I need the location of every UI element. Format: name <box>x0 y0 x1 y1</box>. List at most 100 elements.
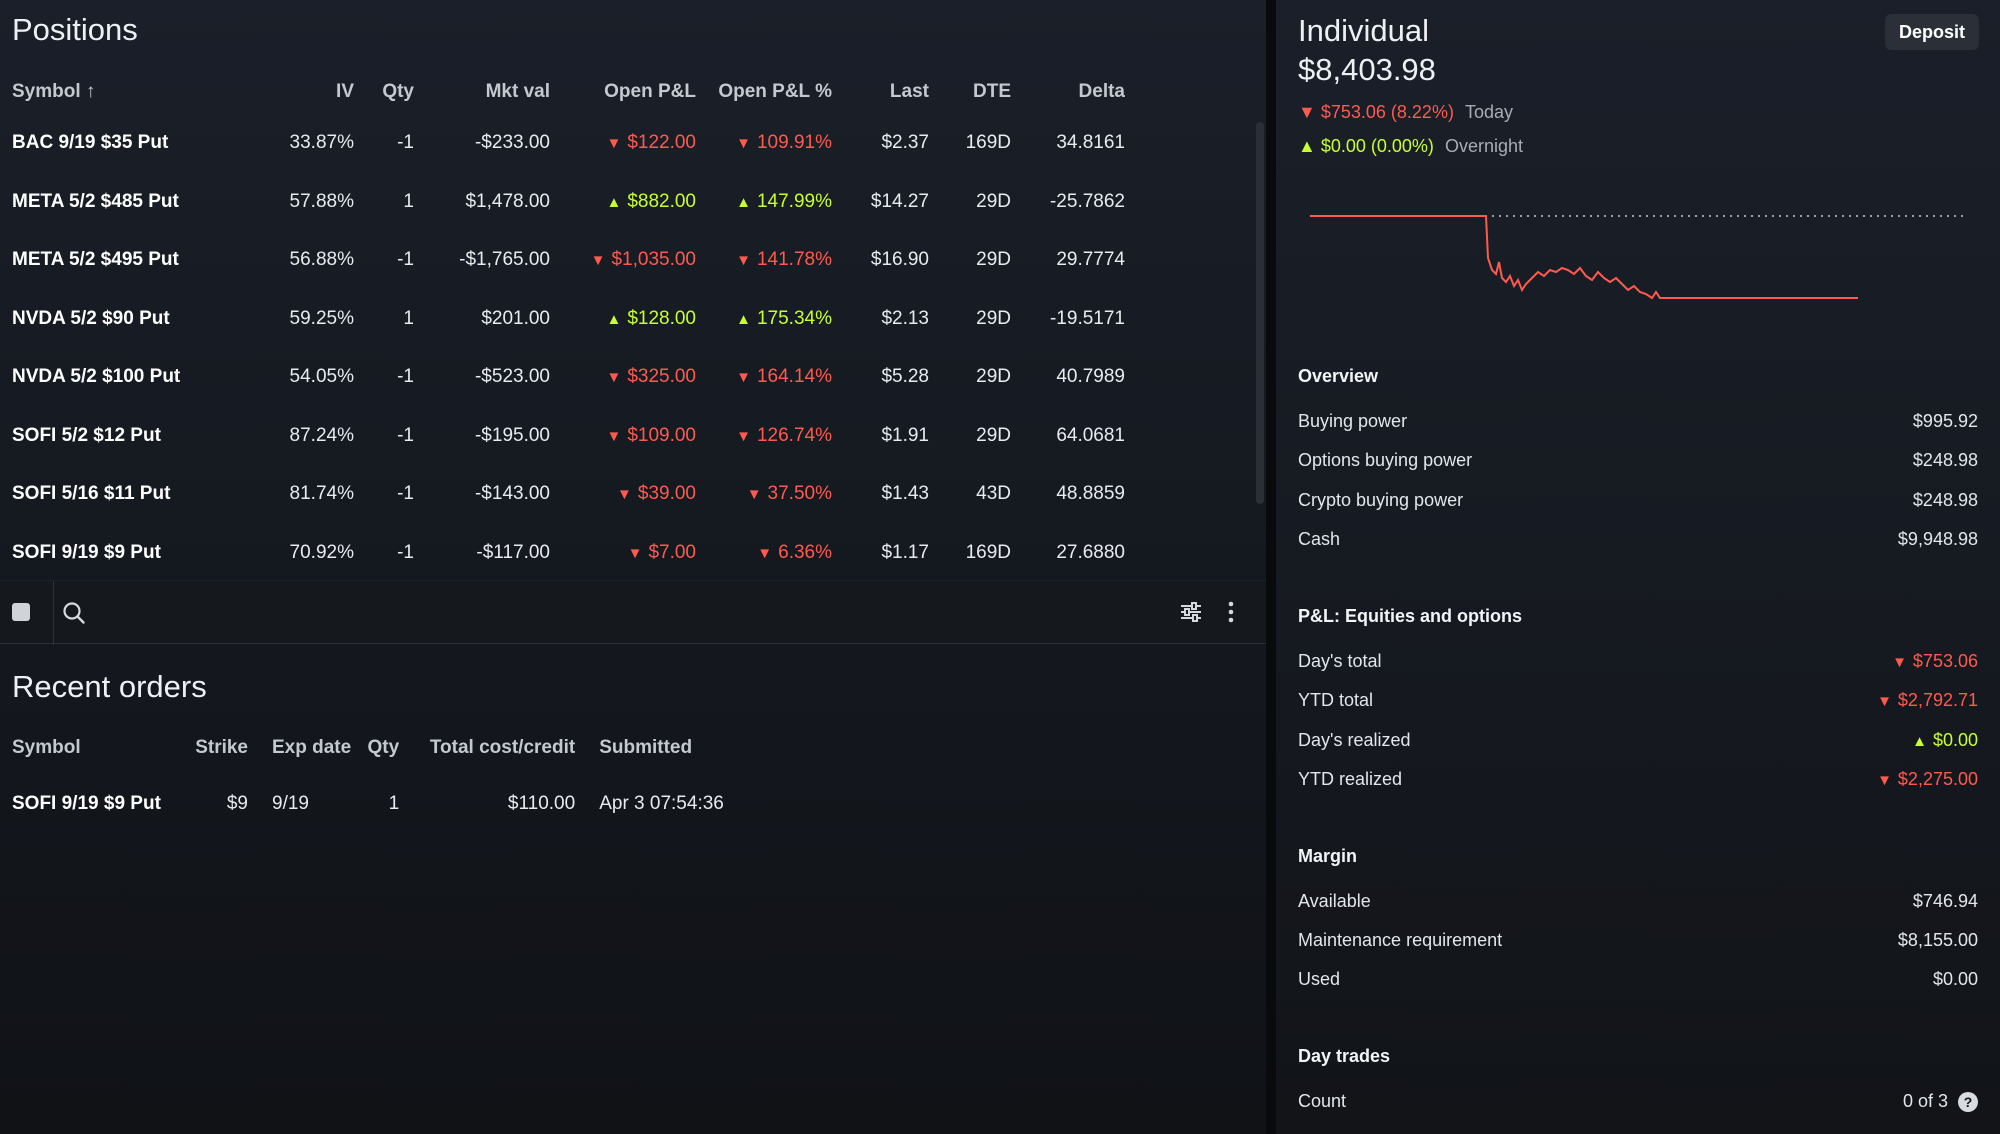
portfolio-chart[interactable] <box>1276 190 2000 340</box>
position-iv: 56.88% <box>289 249 354 271</box>
triangle-down-icon: ▼ <box>1877 692 1892 710</box>
position-row[interactable]: META 5/2 $485 Put 57.88% 1 $1,478.00 ▲ $882.0… <box>0 173 1125 232</box>
pnl-pct-value: 175.34% <box>756 307 832 329</box>
row-value: $746.94 <box>1912 890 1978 911</box>
position-dte: 29D <box>976 249 1011 271</box>
position-row[interactable]: SOFI 5/2 $12 Put 87.24% -1 -$195.00 ▼ $109.00… <box>0 407 1125 466</box>
position-mkt-val: -$523.00 <box>474 366 550 388</box>
position-open-pnl-pct: ▲ 175.34% <box>696 290 832 349</box>
order-exp-date: 9/19 <box>272 793 309 814</box>
col-open-pnl[interactable]: Open P&L <box>604 81 696 102</box>
position-delta: 29.7774 <box>1056 249 1125 271</box>
help-icon[interactable]: ? <box>1958 1091 1978 1112</box>
positions-header-row: Symbol ↑ IV Qty Mkt val Open P&L Open P&… <box>0 70 1125 114</box>
position-row[interactable]: META 5/2 $495 Put 56.88% -1 -$1,765.00 ▼ $1,0… <box>0 231 1125 290</box>
row-label: Maintenance requirement <box>1298 929 1503 950</box>
triangle-down-icon: ▼ <box>590 252 606 270</box>
position-qty: -1 <box>397 249 414 271</box>
position-row[interactable]: BAC 9/19 $35 Put 33.87% -1 -$233.00 ▼ $122.00… <box>0 114 1125 173</box>
pnl-value: $109.00 <box>627 424 696 446</box>
col-mkt-val[interactable]: Mkt val <box>485 81 550 102</box>
more-vertical-icon[interactable] <box>1222 599 1240 625</box>
triangle-down-icon: ▼ <box>617 486 632 504</box>
position-row[interactable]: SOFI 5/16 $11 Put 81.74% -1 -$143.00 ▼ $39.00… <box>0 465 1125 524</box>
overview-row-options-bp: Options buying power $248.98 <box>1298 445 1978 475</box>
col-submitted[interactable]: Submitted <box>599 737 693 758</box>
position-qty: -1 <box>397 541 414 563</box>
pnl-value: $128.00 <box>627 307 696 329</box>
triangle-down-icon: ▼ <box>746 486 762 504</box>
select-all-checkbox[interactable] <box>12 603 30 621</box>
triangle-down-icon: ▼ <box>736 427 751 445</box>
order-submitted: Apr 3 07:54:36 <box>599 793 724 814</box>
row-value: 0 of 3? <box>1903 1091 1978 1112</box>
search-icon[interactable] <box>60 599 88 627</box>
position-open-pnl: ▼ $122.00 <box>550 114 696 173</box>
col-symbol[interactable]: Symbol <box>12 737 81 758</box>
position-qty: -1 <box>397 132 414 154</box>
col-last[interactable]: Last <box>889 81 929 102</box>
deposit-button[interactable]: Deposit <box>1885 14 1979 50</box>
position-row[interactable]: NVDA 5/2 $100 Put 54.05% -1 -$523.00 ▼ $325.0… <box>0 348 1125 407</box>
triangle-down-icon: ▼ <box>1877 771 1892 789</box>
col-strike[interactable]: Strike <box>195 737 248 758</box>
position-last: $14.27 <box>870 190 929 212</box>
row-value-text: $753.06 <box>1912 650 1978 671</box>
positions-scrollbar[interactable] <box>1256 122 1264 504</box>
row-value: $248.98 <box>1912 449 1978 470</box>
position-delta: 34.8161 <box>1056 132 1125 154</box>
position-symbol[interactable]: SOFI 9/19 $9 Put <box>12 541 161 563</box>
row-label: Day's total <box>1298 650 1382 671</box>
position-symbol[interactable]: SOFI 5/2 $12 Put <box>12 424 161 446</box>
pnl-pct-value: 147.99% <box>756 190 832 212</box>
position-mkt-val: -$117.00 <box>476 541 550 563</box>
position-mkt-val: -$143.00 <box>474 483 550 505</box>
col-open-pnl-pct[interactable]: Open P&L % <box>718 81 832 102</box>
col-total-cost[interactable]: Total cost/credit <box>429 737 576 758</box>
position-symbol[interactable]: META 5/2 $495 Put <box>12 249 179 271</box>
col-delta[interactable]: Delta <box>1078 81 1125 102</box>
order-row[interactable]: SOFI 9/19 $9 Put $9 9/19 1 $110.00 Apr 3… <box>0 772 775 836</box>
today-change-value: $753.06 (8.22%) <box>1320 102 1454 122</box>
position-iv: 87.24% <box>289 424 354 446</box>
position-delta: -25.7862 <box>1049 190 1125 212</box>
position-open-pnl-pct: ▼ 37.50% <box>696 465 832 524</box>
position-delta: 64.0681 <box>1056 424 1125 446</box>
order-symbol: SOFI 9/19 $9 Put <box>12 793 161 814</box>
position-symbol[interactable]: SOFI 5/16 $11 Put <box>12 483 171 505</box>
position-symbol[interactable]: NVDA 5/2 $100 Put <box>12 366 181 388</box>
row-label: Options buying power <box>1298 449 1473 470</box>
position-row[interactable]: NVDA 5/2 $90 Put 59.25% 1 $201.00 ▲ $128.00 ▲ 1… <box>0 290 1125 349</box>
position-row[interactable]: SOFI 9/19 $9 Put 70.92% -1 -$117.00 ▼ $7.00 ▼ 6… <box>0 524 1125 583</box>
pnl-pct-value: 126.74% <box>756 424 832 446</box>
today-label: Today <box>1464 102 1513 122</box>
position-open-pnl-pct: ▼ 141.78% <box>696 231 832 290</box>
col-dte[interactable]: DTE <box>973 81 1011 102</box>
position-iv: 54.05% <box>289 366 354 388</box>
row-value: $248.98 <box>1912 489 1978 510</box>
row-label: Available <box>1298 890 1371 911</box>
position-symbol[interactable]: META 5/2 $485 Put <box>12 190 179 212</box>
pnl-row-ytd-realized: YTD realized ▼ $2,275.00 <box>1298 764 1978 794</box>
col-qty[interactable]: Qty <box>367 737 400 758</box>
position-open-pnl-pct: ▼ 164.14% <box>696 348 832 407</box>
pnl-value: $39.00 <box>637 483 696 505</box>
row-value: $8,155.00 <box>1897 929 1978 950</box>
margin-row-maintenance: Maintenance requirement $8,155.00 <box>1298 925 1978 955</box>
position-open-pnl: ▲ $128.00 <box>550 290 696 349</box>
col-qty[interactable]: Qty <box>382 81 414 102</box>
position-open-pnl: ▼ $39.00 <box>550 465 696 524</box>
position-symbol[interactable]: NVDA 5/2 $90 Put <box>12 307 170 329</box>
toolbar-divider <box>53 581 54 645</box>
col-iv[interactable]: IV <box>336 81 354 102</box>
panel-divider[interactable] <box>1266 0 1276 1134</box>
col-exp-date[interactable]: Exp date <box>272 737 352 758</box>
col-symbol-sortable[interactable]: Symbol ↑ <box>12 81 96 102</box>
pnl-value: $122.00 <box>627 132 696 154</box>
filter-sliders-icon[interactable] <box>1178 599 1204 625</box>
pnl-pct-value: 109.91% <box>756 132 832 154</box>
position-last: $2.13 <box>881 307 929 329</box>
position-iv: 70.92% <box>289 541 354 563</box>
position-symbol[interactable]: BAC 9/19 $35 Put <box>12 132 169 154</box>
